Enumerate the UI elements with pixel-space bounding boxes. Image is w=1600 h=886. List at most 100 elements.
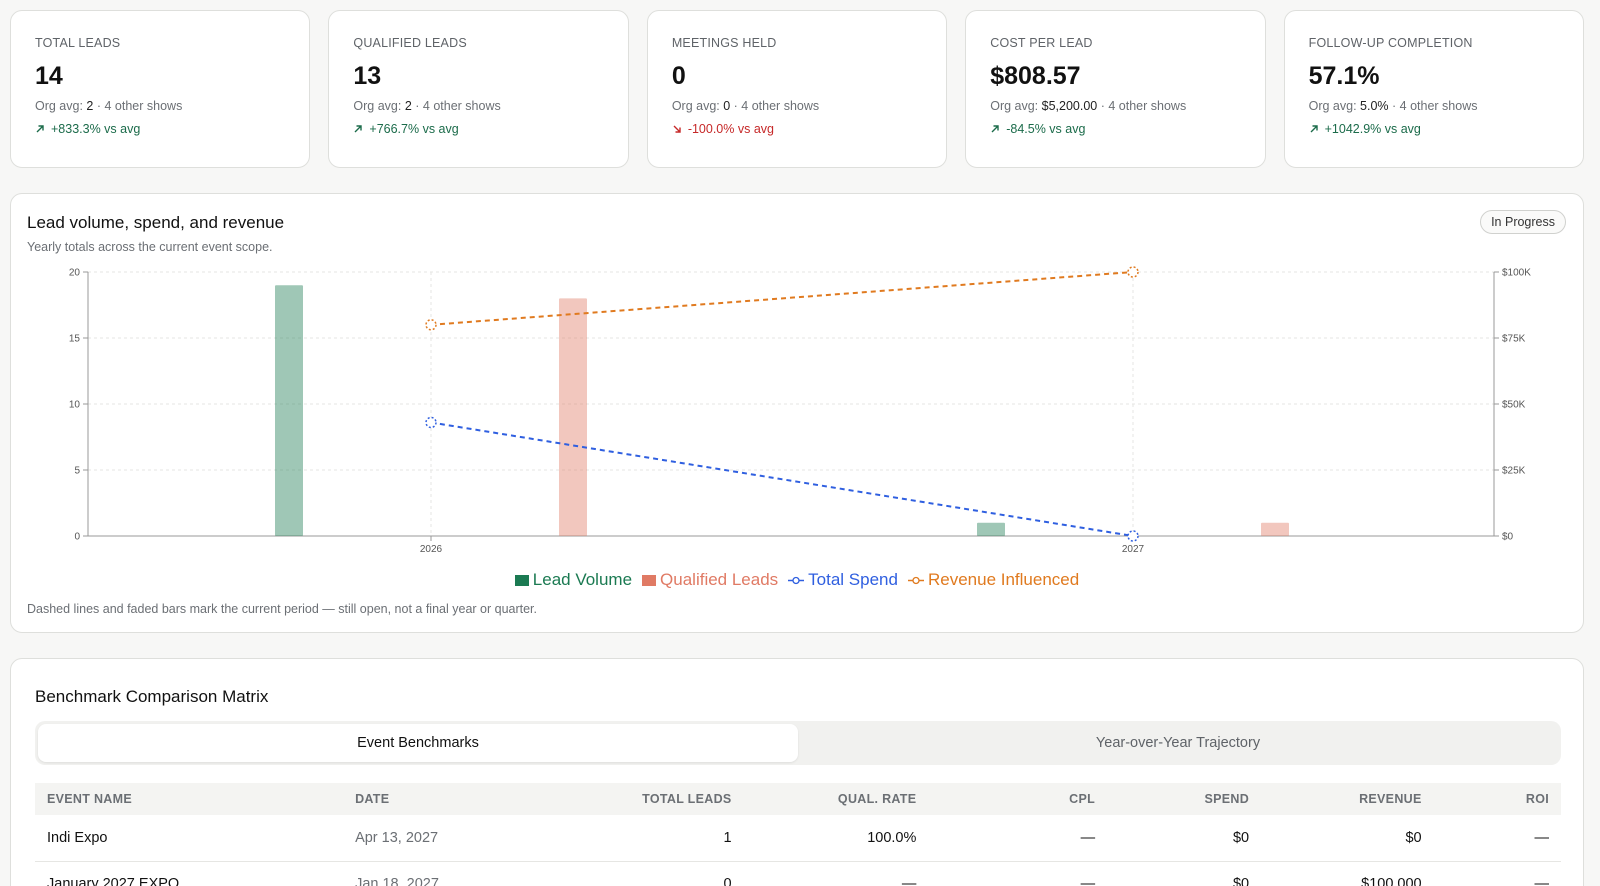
table-cell: $100,000 [1261, 861, 1434, 886]
kpi-avg-suffix: · 4 other shows [1100, 99, 1187, 113]
legend-item[interactable]: Total Spend [788, 570, 898, 590]
legend-item[interactable]: Lead Volume [514, 570, 633, 590]
kpi-delta-text: -84.5% vs avg [1006, 122, 1086, 136]
benchmark-table: EVENT NAME DATE TOTAL LEADS QUAL. RATE C… [35, 783, 1561, 886]
kpi-delta: +833.3% vs avg [35, 122, 309, 136]
col-roi[interactable]: ROI [1433, 783, 1561, 815]
kpi-card-follow-up-completion: FOLLOW-UP COMPLETION 57.1% Org avg: 5.0% ·… [1283, 10, 1585, 168]
legend-item[interactable]: Qualified Leads [642, 570, 778, 590]
kpi-delta: +1042.9% vs avg [1309, 122, 1583, 136]
arrow-up-right-icon [1310, 125, 1318, 133]
y-left-tick-label: 10 [69, 400, 81, 411]
table-header-row: EVENT NAME DATE TOTAL LEADS QUAL. RATE C… [35, 783, 1561, 815]
kpi-value: 0 [671, 62, 686, 90]
kpi-delta-text: +833.3% vs avg [51, 122, 141, 136]
legend-label: Qualified Leads [660, 570, 779, 589]
kpi-org-avg: Org avg: 2 · 4 other shows [35, 99, 309, 113]
chart-legend: Lead Volume Qualified Leads Total Spend Rev… [11, 570, 1583, 590]
kpi-avg-suffix: · 4 other shows [96, 99, 183, 113]
arrow-up-right-icon [36, 125, 44, 133]
kpi-avg-prefix: Org avg: [990, 99, 1039, 113]
kpi-avg-suffix: · 4 other shows [415, 99, 501, 113]
arrow-up-right-icon [991, 125, 999, 133]
arrow-down-right-icon [673, 125, 681, 133]
kpi-label: MEETINGS HELD [671, 36, 777, 50]
point-revenue-influenced [425, 319, 437, 331]
kpi-avg-value: $5,200.00 [1041, 99, 1098, 113]
kpi-avg-value: 2 [404, 99, 412, 113]
kpi-label: FOLLOW-UP COMPLETION [1308, 36, 1473, 50]
y-right-tick-label: $50K [1502, 400, 1526, 411]
table-cell: 100.0% [743, 815, 929, 862]
legend-swatch-icon [514, 574, 529, 586]
point-revenue-influenced [1127, 266, 1139, 278]
table-cell: Indi Expo [35, 815, 344, 862]
benchmark-tabs: Event Benchmarks Year-over-Year Trajecto… [35, 721, 1561, 765]
kpi-card-total-leads: TOTAL LEADS 14 Org avg: 2 · 4 other shows +… [10, 10, 311, 168]
kpi-value: 14 [35, 62, 63, 90]
kpi-org-avg: Org avg: 2 · 4 other shows [353, 99, 627, 113]
kpi-delta: +766.7% vs avg [353, 122, 627, 136]
legend-label: Lead Volume [532, 570, 633, 589]
benchmark-panel: Benchmark Comparison Matrix Event Benchm… [10, 658, 1584, 886]
kpi-org-avg: Org avg: $5,200.00 · 4 other shows [990, 99, 1264, 113]
kpi-card-cost-per-lead: COST PER LEAD $808.57 Org avg: $5,200.00 ·… [965, 10, 1266, 168]
table-cell: $0 [1107, 861, 1262, 886]
kpi-card-qualified-leads: QUALIFIED LEADS 13 Org avg: 2 · 4 other sh… [328, 10, 629, 168]
table-cell: $0 [1261, 815, 1434, 862]
table-row[interactable]: January 2027 EXPO Jan 18, 2027 0— — $0 $100,0… [35, 861, 1561, 886]
kpi-org-avg: Org avg: 5.0% · 4 other shows [1309, 99, 1583, 113]
table-cell: — [1433, 861, 1561, 886]
col-revenue[interactable]: REVENUE [1261, 783, 1434, 815]
kpi-value: 57.1% [1308, 62, 1380, 90]
tab-year-over-year[interactable]: Year-over-Year Trajectory [1095, 735, 1261, 751]
tab-event-benchmarks[interactable]: Event Benchmarks [38, 724, 798, 762]
legend-line-icon [788, 576, 805, 584]
table-cell: — [743, 861, 929, 886]
kpi-row: TOTAL LEADS 14 Org avg: 2 · 4 other shows +… [10, 10, 1585, 168]
arrow-up-right-icon [354, 125, 363, 133]
kpi-delta: -100.0% vs avg [672, 122, 946, 136]
table-row[interactable]: Indi Expo Apr 13, 2027 1 100.0% — $0 $0— [35, 815, 1561, 862]
legend-label: Total Spend [808, 570, 898, 589]
col-total-leads[interactable]: TOTAL LEADS [527, 783, 744, 815]
col-event-name[interactable]: EVENT NAME [35, 783, 344, 815]
bar-lead-volume [977, 522, 1005, 536]
y-left-tick-label: 5 [74, 466, 80, 477]
legend-swatch-icon [642, 574, 657, 586]
legend-label: Revenue Influenced [927, 570, 1080, 589]
status-badge: In Progress [1480, 210, 1566, 234]
table-cell: — [928, 815, 1108, 862]
kpi-avg-prefix: Org avg: [35, 99, 83, 113]
table-cell: — [928, 861, 1108, 886]
kpi-delta: -84.5% vs avg [990, 122, 1264, 136]
kpi-value: $808.57 [990, 62, 1081, 90]
col-qual-rate[interactable]: QUAL. RATE [743, 783, 929, 815]
kpi-avg-suffix: · 4 other shows [733, 99, 820, 113]
kpi-avg-prefix: Org avg: [353, 99, 402, 113]
point-total-spend [425, 416, 437, 429]
kpi-org-avg: Org avg: 0 · 4 other shows [672, 99, 946, 113]
bar-qualified-leads [1261, 522, 1289, 536]
bar-lead-volume [275, 285, 303, 536]
legend-item[interactable]: Revenue Influenced [907, 570, 1080, 590]
benchmark-title: Benchmark Comparison Matrix [35, 687, 269, 706]
col-spend[interactable]: SPEND [1107, 783, 1262, 815]
line-total-spend [430, 421, 1134, 537]
point-total-spend [1127, 530, 1139, 542]
kpi-avg-prefix: Org avg: [671, 99, 720, 113]
table-cell: Apr 13, 2027 [343, 815, 528, 862]
kpi-delta-text: +1042.9% vs avg [1324, 122, 1421, 136]
col-cpl[interactable]: CPL [928, 783, 1108, 815]
col-date[interactable]: DATE [343, 783, 528, 815]
line-revenue-influenced [430, 271, 1134, 326]
kpi-avg-value: 5.0% [1360, 99, 1389, 113]
chart-panel: Lead volume, spend, and revenue Yearly t… [10, 193, 1584, 633]
kpi-avg-value: 0 [723, 99, 731, 113]
kpi-delta-text: -100.0% vs avg [687, 122, 774, 136]
y-right-tick-label: $75K [1502, 334, 1526, 345]
kpi-label: QUALIFIED LEADS [353, 36, 467, 50]
bar-qualified-leads [559, 298, 587, 536]
x-tick-label: 2027 [1122, 544, 1145, 555]
kpi-avg-prefix: Org avg: [1308, 99, 1357, 113]
